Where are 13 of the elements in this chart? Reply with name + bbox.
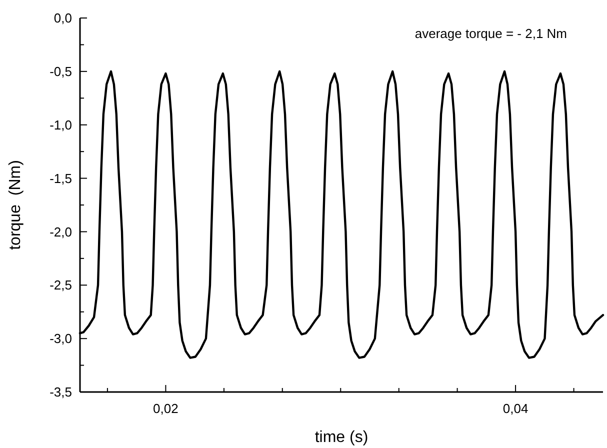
x-tick-label: 0,02 (153, 401, 178, 416)
annotation: average torque = - 2,1 Nm (414, 26, 567, 41)
y-tick-label: -2,5 (50, 278, 72, 293)
y-tick-label: -0,5 (50, 64, 72, 79)
y-tick-label: -3,5 (50, 384, 72, 400)
y-tick-label: -1,0 (50, 117, 72, 132)
x-tick-label: 0,04 (502, 401, 528, 416)
y-tick-label: -2,0 (50, 224, 72, 240)
x-axis-title: time (s) (314, 429, 368, 446)
y-axis-title: torque (Nm) (7, 160, 24, 250)
y-tick-label: 0,0 (54, 10, 72, 26)
y-tick-label: -1,5 (50, 170, 72, 186)
y-tick-label: -3,0 (50, 331, 72, 346)
